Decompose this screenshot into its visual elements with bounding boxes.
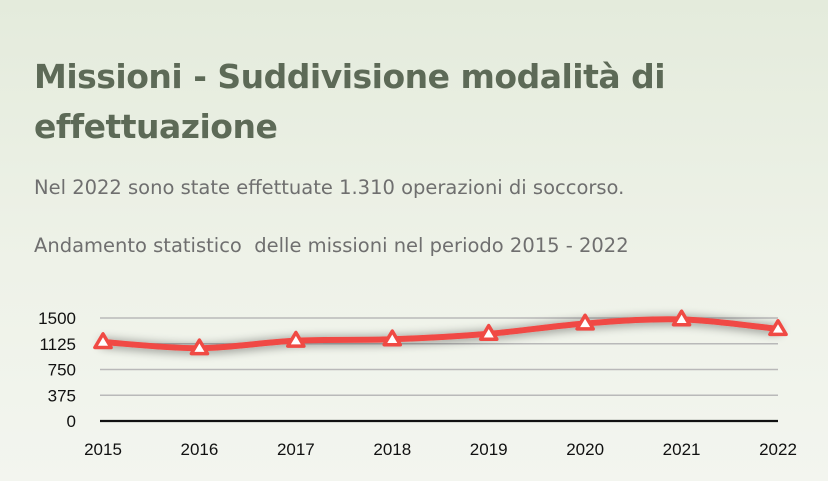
y-tick-label: 1125 — [39, 335, 76, 354]
series-line — [100, 316, 781, 352]
x-tick-label: 2017 — [277, 440, 315, 459]
data-point-marker — [768, 319, 788, 337]
data-point-marker — [382, 329, 403, 347]
y-tick-label: 1500 — [38, 309, 76, 328]
x-tick-label: 2018 — [373, 440, 411, 459]
data-point-marker — [575, 313, 595, 331]
summary-text: Nel 2022 sono state effettuate 1.310 ope… — [34, 176, 625, 199]
x-tick-label: 2015 — [84, 440, 122, 459]
y-tick-label: 375 — [48, 386, 76, 405]
x-tick-label: 2019 — [470, 440, 508, 459]
grid-lines — [100, 317, 778, 397]
page-title: Missioni - Suddivisione modalità di effe… — [34, 57, 666, 146]
x-tick-label: 2021 — [663, 440, 701, 459]
x-axis-tick-labels: 2015 2016 2017 2018 2019 2020 2021 2022 — [84, 440, 797, 459]
y-tick-label: 0 — [67, 412, 76, 431]
data-point-marker — [478, 323, 499, 341]
data-point-marker — [286, 330, 306, 348]
data-point-marker — [671, 309, 692, 327]
chart-caption: Andamento statistico delle missioni nel … — [34, 234, 629, 257]
series-layer — [93, 309, 788, 356]
x-tick-label: 2016 — [181, 440, 219, 459]
y-tick-label: 750 — [48, 361, 76, 380]
x-tick-label: 2022 — [759, 440, 797, 459]
data-point-marker — [93, 332, 113, 350]
data-point-marker — [189, 338, 210, 356]
y-axis-tick-labels: 0 375 750 1125 1500 — [38, 309, 76, 431]
x-tick-label: 2020 — [566, 440, 604, 459]
